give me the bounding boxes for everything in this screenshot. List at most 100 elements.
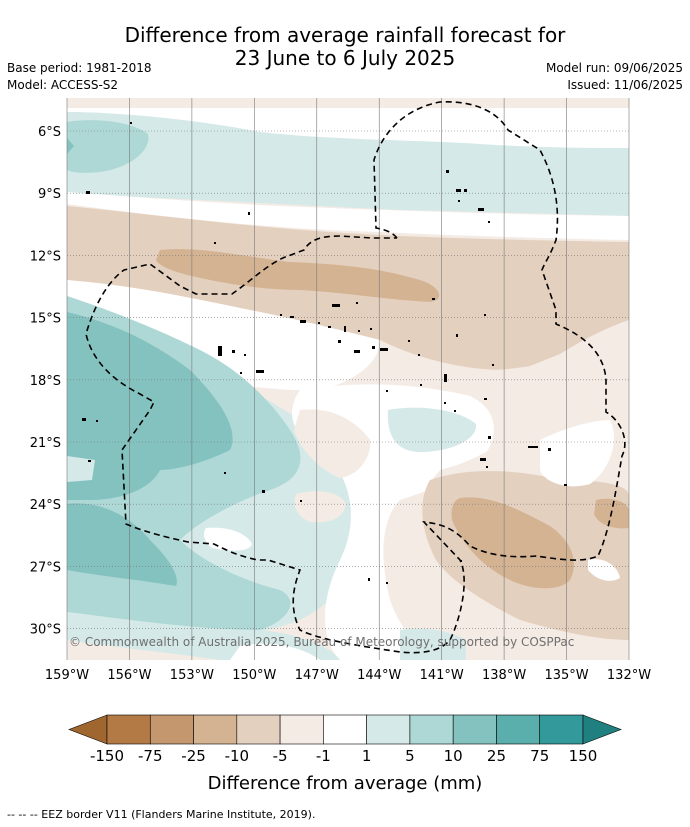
colorbar-tick-label: 150 <box>569 747 598 765</box>
longitude-label: 147°W <box>295 668 339 683</box>
colorbar-title: Difference from average (mm) <box>208 773 483 794</box>
colorbar-tick-label: 75 <box>530 747 549 765</box>
longitude-label: 159°W <box>45 668 89 683</box>
island-marker <box>332 304 340 307</box>
colorbar-swatch <box>452 714 497 745</box>
issued-date: Issued: 11/06/2025 <box>567 78 683 92</box>
colorbar-swatch <box>106 714 151 745</box>
map-gridlines <box>66 98 630 660</box>
colorbar-swatch <box>149 714 194 745</box>
copyright-notice: © Commonwealth of Australia 2025, Bureau… <box>69 635 574 649</box>
colorbar-tick-label: -5 <box>273 747 288 765</box>
island-marker <box>244 354 246 356</box>
anomaly-area <box>67 640 220 660</box>
colorbar-tick-label: -75 <box>138 747 163 765</box>
latitude-label: 9°S <box>38 187 61 202</box>
island-marker <box>418 354 420 356</box>
colorbar-tick-label: -150 <box>90 747 124 765</box>
island-marker <box>218 346 222 356</box>
colorbar-swatch <box>236 714 281 745</box>
island-marker <box>82 418 86 421</box>
island-marker <box>380 348 388 351</box>
anomaly-area <box>67 312 233 500</box>
colorbar-tick-label: -10 <box>225 747 250 765</box>
anomaly-area <box>540 420 614 487</box>
anomaly-area <box>156 249 440 302</box>
island-marker <box>528 446 538 448</box>
island-marker <box>224 472 226 474</box>
island-marker <box>488 436 491 439</box>
colorbar-tick-label: -1 <box>316 747 331 765</box>
island-marker <box>548 448 551 451</box>
colorbar-tick-label: 10 <box>444 747 463 765</box>
colorbar-tick-label: 25 <box>487 747 506 765</box>
island-marker <box>456 189 461 192</box>
island-marker <box>446 170 449 173</box>
eez-legend: -- -- -- EEZ border V11 (Flanders Marine… <box>7 808 316 821</box>
island-marker <box>248 212 250 215</box>
anomaly-area <box>67 280 380 391</box>
island-marker <box>492 364 494 366</box>
colorbar-swatch <box>539 714 584 745</box>
latitude-labels: 6°S 9°S 12°S 15°S 18°S 21°S 24°S 27°S 30°S <box>30 125 61 638</box>
model-run: Model run: 09/06/2025 <box>545 61 683 75</box>
island-marker <box>370 328 372 330</box>
longitude-label: 153°W <box>170 668 214 683</box>
anomaly-area <box>230 643 320 660</box>
latitude-label: 6°S <box>38 125 61 140</box>
colorbar-swatch <box>409 714 454 745</box>
latitude-label: 12°S <box>30 249 61 264</box>
island-marker <box>478 208 484 211</box>
island-marker <box>454 410 456 412</box>
longitude-label: 144°W <box>357 668 401 683</box>
island-marker <box>130 122 132 124</box>
island-marker <box>232 350 235 353</box>
colorbar-extend-high <box>582 714 622 745</box>
colorbar-tick-label: -25 <box>181 747 206 765</box>
longitude-label: 141°W <box>420 668 464 683</box>
longitude-label: 135°W <box>544 668 588 683</box>
anomaly-area <box>588 559 620 581</box>
title-line-2: 23 June to 6 July 2025 <box>234 46 456 70</box>
island-marker <box>464 189 467 192</box>
island-marker <box>88 460 91 462</box>
anomaly-area <box>451 497 574 589</box>
island-marker <box>486 466 488 468</box>
longitude-label: 150°W <box>232 668 276 683</box>
model-name: Model: ACCESS-S2 <box>7 78 119 92</box>
island-marker <box>300 320 306 323</box>
island-marker <box>328 326 331 328</box>
latitude-label: 27°S <box>30 560 61 575</box>
anomaly-area <box>67 98 629 108</box>
island-marker <box>386 390 388 392</box>
island-marker <box>96 420 98 422</box>
title-line-1: Difference from average rainfall forecas… <box>124 23 566 47</box>
latitude-label: 15°S <box>30 312 61 327</box>
colorbar <box>68 714 622 745</box>
island-marker <box>280 314 282 316</box>
island-marker <box>290 316 294 318</box>
island-marker <box>458 200 460 202</box>
island-marker <box>344 326 346 332</box>
longitude-label: 156°W <box>107 668 151 683</box>
colorbar-extend-low <box>68 714 108 745</box>
anomaly-area <box>67 192 629 240</box>
island-marker <box>262 490 265 493</box>
anomaly-area <box>67 120 149 173</box>
island-marker <box>484 314 486 316</box>
anomaly-area <box>67 503 177 586</box>
island-marker <box>480 458 486 461</box>
island-marker <box>386 582 388 584</box>
anomaly-area <box>294 491 346 523</box>
island-marker <box>408 340 410 342</box>
eez-border <box>85 101 626 654</box>
island-marker <box>300 500 302 502</box>
colorbar-swatch <box>193 714 238 745</box>
latitude-label: 18°S <box>30 374 61 389</box>
island-marker <box>358 330 360 332</box>
island-marker <box>456 334 458 337</box>
longitude-labels: 159°W 156°W 153°W 150°W 147°W 144°W 141°W 138°W… <box>45 668 651 683</box>
anomaly-area <box>67 456 95 482</box>
colorbar-tick-label: 1 <box>362 747 372 765</box>
base-period: Base period: 1981-2018 <box>7 61 152 75</box>
